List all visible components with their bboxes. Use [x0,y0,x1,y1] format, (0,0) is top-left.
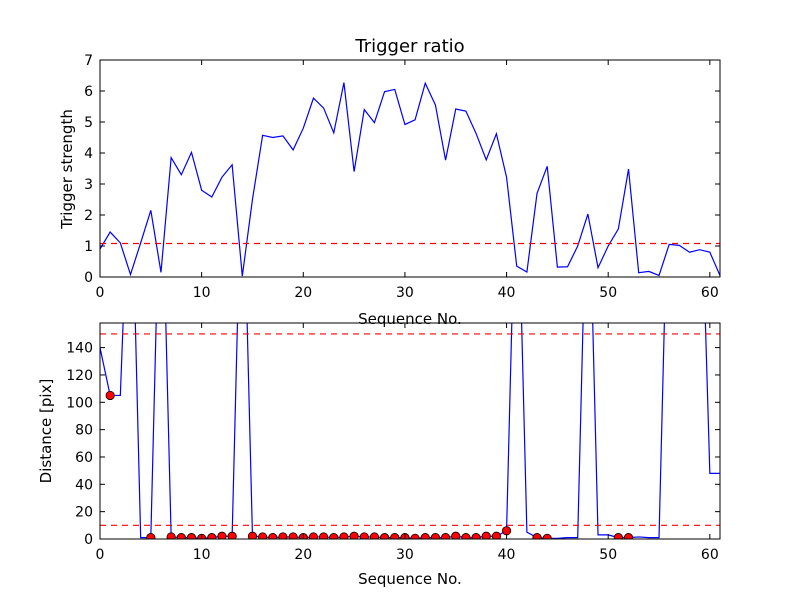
plot-area [100,323,720,539]
data-point [491,531,501,539]
data-point [186,533,197,539]
chart-title: Trigger ratio [354,36,464,57]
x-tick-label: 40 [498,285,516,301]
data-point [481,531,491,539]
y-tick-label: 80 [75,423,93,439]
data-point [461,533,471,539]
data-point [390,533,400,539]
x-tick-label: 20 [294,285,312,301]
y-tick-label: 100 [66,395,93,411]
x-tick-label: 0 [96,547,105,563]
data-point [247,531,258,539]
data-point [146,533,156,539]
data-point [105,390,115,401]
x-tick-label: 30 [396,547,414,563]
data-point [471,533,481,539]
y-tick-label: 6 [84,84,93,100]
y-axis-label: Trigger strength [58,109,76,230]
tick-group: 0 10 20 30 40 50 60 0 20 40 60 80 100 120 140 [66,323,720,563]
data-point [288,532,298,539]
data-point [542,533,552,539]
x-tick-label: 40 [498,547,516,563]
data-point [359,532,369,539]
data-point [166,532,176,539]
y-tick-label: 60 [75,450,93,466]
y-tick-label: 120 [66,368,93,384]
data-point [532,533,542,539]
y-tick-label: 140 [66,341,93,357]
data-point [268,533,278,539]
distance-panel: 0 10 20 30 40 50 60 0 20 40 60 80 100 120 140 Sequence… [37,322,721,588]
y-tick-label: 1 [84,239,93,255]
data-point [440,533,451,539]
x-tick-label: 30 [396,285,414,301]
data-point [207,533,217,539]
y-axis-label: Distance [pix] [37,379,55,484]
data-point [227,531,237,539]
x-axis-label: Sequence No. [358,310,462,328]
y-tick-label: 4 [84,146,93,162]
x-tick-label: 0 [96,285,105,301]
data-point [319,532,329,539]
x-tick-label: 10 [193,547,211,563]
data-point [613,533,623,539]
data-point [217,531,227,539]
y-tick-label: 20 [75,505,93,521]
data-point [451,531,461,539]
series-line [100,81,720,277]
data-point [176,533,186,539]
y-tick-label: 2 [84,208,93,224]
data-point [430,533,441,539]
data-point [258,532,268,539]
plot-area [100,81,720,277]
x-tick-label: 60 [701,285,719,301]
data-point [410,533,420,539]
data-point [379,533,390,539]
x-tick-label: 50 [599,285,617,301]
data-point [349,531,359,539]
x-tick-label: 20 [294,547,312,563]
y-tick-label: 7 [84,53,93,69]
y-tick-label: 5 [84,115,93,131]
data-point [623,533,634,539]
data-point [339,532,349,539]
x-tick-label: 50 [599,547,617,563]
y-tick-label: 40 [75,477,93,493]
axes-frame [99,59,721,278]
y-tick-label: 0 [84,270,93,286]
data-point [278,532,288,539]
data-point [329,533,339,539]
x-axis-label: Sequence No. [358,570,462,588]
data-point [420,533,430,539]
data-point [369,532,380,539]
x-tick-label: 60 [701,547,719,563]
y-tick-label: 3 [84,177,93,193]
data-point [308,532,319,539]
y-tick-label: 0 [84,532,93,548]
data-point [501,526,512,536]
axes-frame [99,322,721,540]
tick-group: 0 10 20 30 40 50 60 0 1 2 3 4 5 6 7 [84,53,720,301]
x-tick-label: 10 [193,285,211,301]
